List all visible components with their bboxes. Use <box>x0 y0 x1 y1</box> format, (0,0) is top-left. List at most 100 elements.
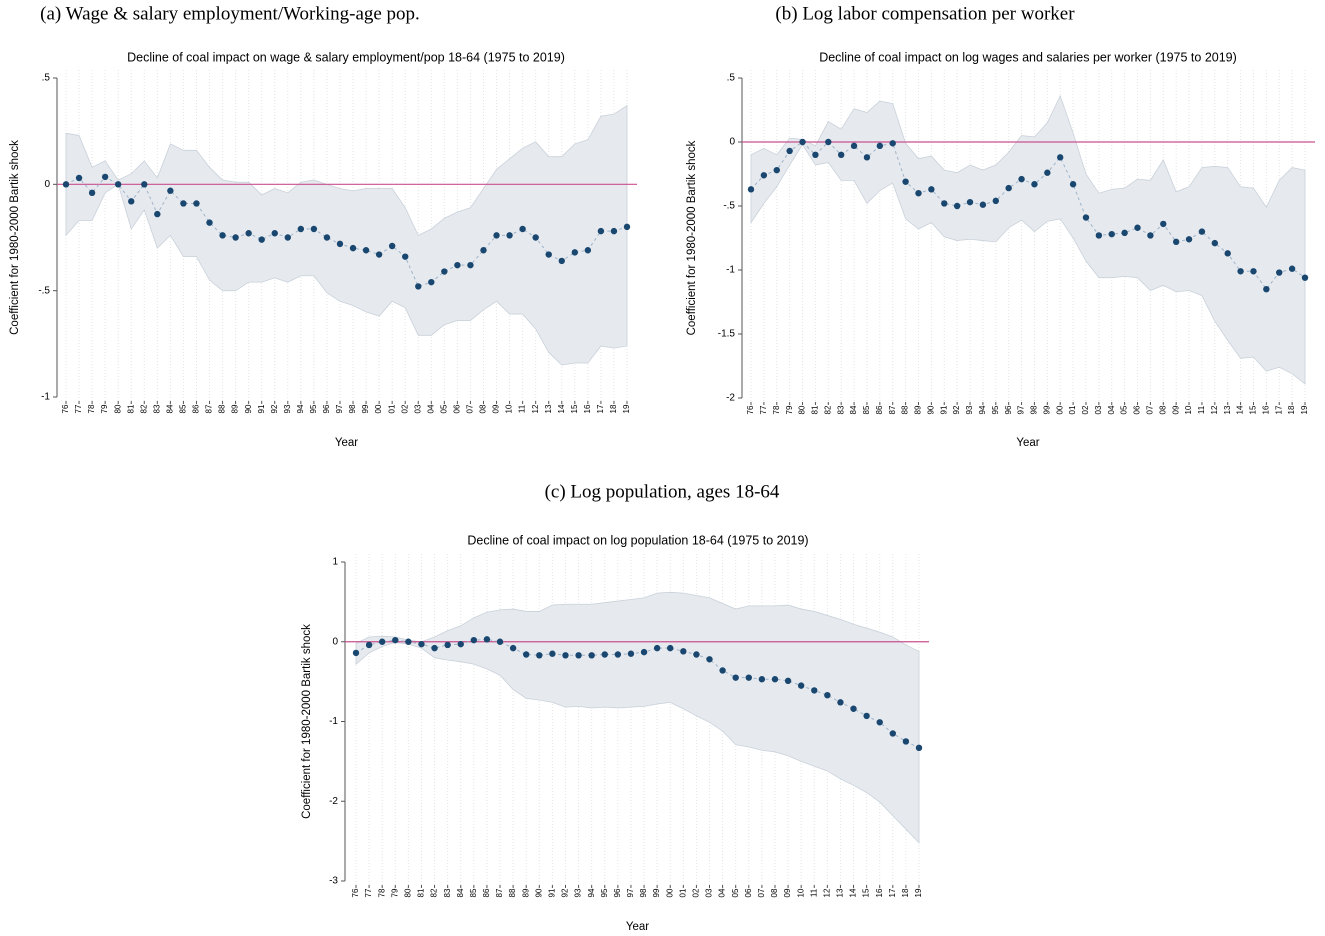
point <box>378 638 386 645</box>
x-tick-label: 18 <box>901 888 910 897</box>
point <box>392 636 399 644</box>
x-tick-label: 82 <box>430 888 439 897</box>
point <box>365 641 373 649</box>
x-tick-label: 19 <box>914 888 923 897</box>
x-tick-label: 89 <box>231 404 240 413</box>
x-tick-label: 84 <box>849 405 858 414</box>
x-tick-label: 07 <box>757 888 766 897</box>
x-tick-label: 99 <box>1042 405 1051 414</box>
y-tick-label: -.5 <box>723 201 735 212</box>
point <box>1095 232 1103 239</box>
point <box>1288 265 1296 272</box>
y-tick-label: -1 <box>329 716 338 727</box>
y-axis-label: Coefficient for 1980-2000 Bartik shock <box>686 140 698 335</box>
point <box>812 151 819 158</box>
point <box>623 223 631 231</box>
point <box>876 142 884 150</box>
x-tick-label: 83 <box>836 405 845 414</box>
x-tick-label: 88 <box>218 404 227 413</box>
point <box>902 738 910 745</box>
point <box>362 247 370 254</box>
point <box>745 674 752 681</box>
point <box>928 186 935 193</box>
x-tick-label: 95 <box>309 404 318 413</box>
x-tick-label: 14 <box>1236 405 1245 414</box>
x-tick-label: 76 <box>61 404 70 413</box>
x-tick-label: 97 <box>335 404 344 413</box>
x-tick-label: 14 <box>849 888 858 897</box>
x-tick-label: 06 <box>453 404 462 413</box>
point <box>850 142 858 150</box>
point <box>693 651 700 658</box>
point <box>88 189 96 197</box>
point <box>180 200 187 207</box>
x-tick-label: 08 <box>770 888 779 897</box>
x-tick-label: 99 <box>361 404 370 413</box>
point <box>811 687 818 694</box>
x-tick-label: 09 <box>1171 405 1180 414</box>
point <box>653 644 661 652</box>
point <box>706 656 713 663</box>
x-tick-label: 02 <box>692 888 701 897</box>
point <box>799 138 806 146</box>
x-tick-label: 17 <box>1274 405 1283 414</box>
point <box>388 242 396 250</box>
x-tick-label: 03 <box>1094 405 1103 414</box>
point <box>837 699 844 706</box>
y-tick-label: -2 <box>726 393 735 404</box>
point <box>415 283 422 290</box>
x-tick-label: 16 <box>875 888 884 897</box>
x-tick-label: 88 <box>508 888 517 897</box>
y-tick-label: -1 <box>726 265 735 276</box>
point <box>128 198 135 205</box>
x-tick-label: 91 <box>548 888 557 897</box>
point <box>837 151 845 158</box>
x-tick-label: 91 <box>257 404 266 413</box>
x-tick-label: 90 <box>244 404 253 413</box>
point <box>588 652 595 659</box>
point <box>876 719 883 726</box>
x-tick-label: 79 <box>390 888 399 897</box>
x-tick-label: 15 <box>862 888 871 897</box>
point <box>206 219 213 226</box>
point <box>1121 229 1128 237</box>
point <box>545 251 552 258</box>
x-tick-label: 81 <box>417 888 426 897</box>
x-tick-label: 04 <box>718 888 727 897</box>
x-tick-label: 09 <box>492 404 501 413</box>
chart: (a) Wage & salary employment/Working-age… <box>9 3 637 449</box>
x-tick-label: 15 <box>1249 405 1258 414</box>
x-tick-label: 10 <box>505 404 514 413</box>
x-tick-label: 78 <box>772 405 781 414</box>
point <box>336 240 344 248</box>
x-tick-label: 18 <box>1287 405 1296 414</box>
x-tick-label: 06 <box>1133 405 1142 414</box>
point <box>1031 181 1038 188</box>
point <box>402 253 409 260</box>
point <box>889 140 896 147</box>
x-tick-label: 12 <box>531 404 540 413</box>
point <box>786 147 793 155</box>
point <box>101 173 109 181</box>
x-tick-label: 84 <box>456 888 465 897</box>
x-tick-label: 02 <box>1081 405 1090 414</box>
point <box>747 186 755 193</box>
point <box>470 636 478 644</box>
x-tick-label: 90 <box>926 405 935 414</box>
x-tick-label: 98 <box>348 404 357 413</box>
x-tick-label: 08 <box>479 404 488 413</box>
x-tick-label: 83 <box>152 404 161 413</box>
point <box>1018 175 1025 183</box>
x-tick-label: 01 <box>678 888 687 897</box>
x-tick-label: 78 <box>87 404 96 413</box>
point <box>519 225 526 233</box>
point <box>584 247 592 254</box>
point <box>640 648 648 656</box>
y-tick-label: 0 <box>332 636 338 647</box>
point <box>1147 232 1154 239</box>
point <box>889 730 897 737</box>
point <box>284 234 291 241</box>
x-tick-label: 08 <box>1158 405 1167 414</box>
point <box>797 682 805 689</box>
y-tick-label: 0 <box>729 137 735 148</box>
